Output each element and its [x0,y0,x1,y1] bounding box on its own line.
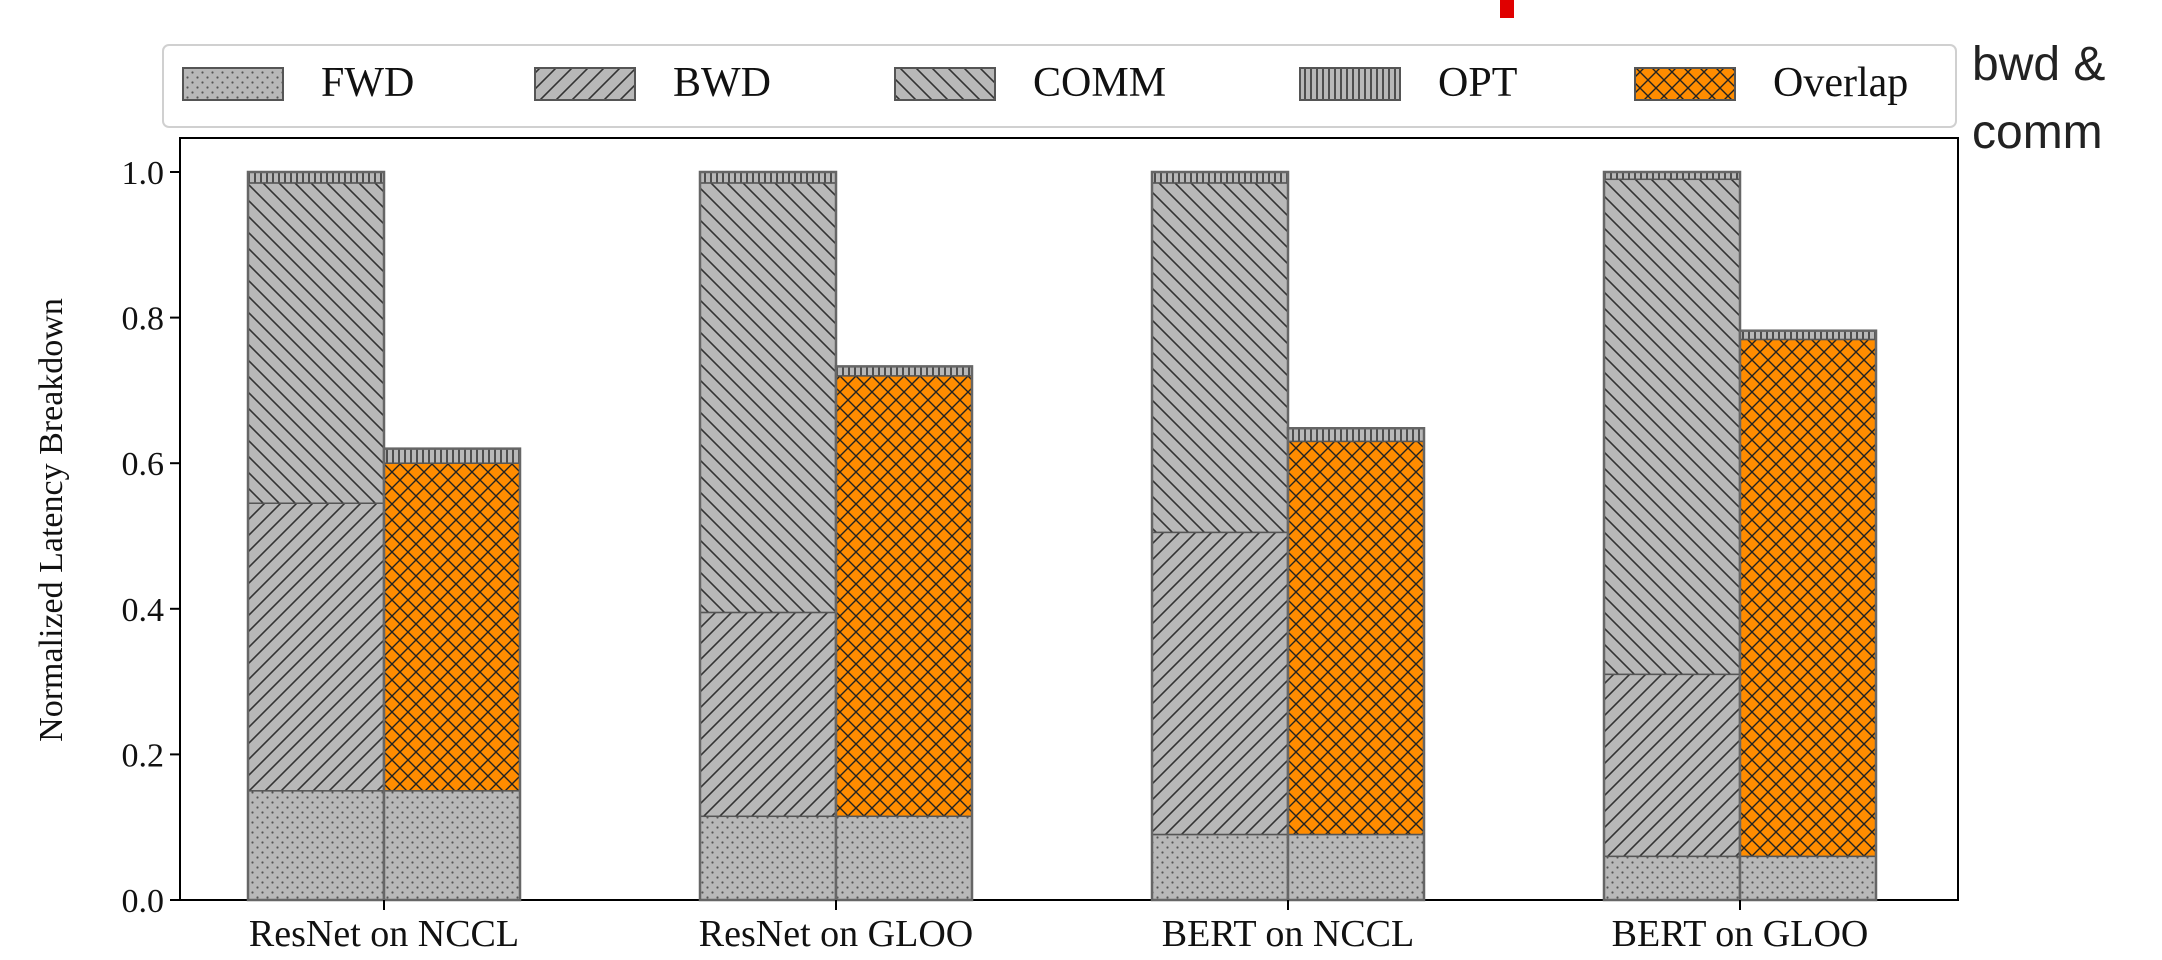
bar-overlapped-opt-1 [835,365,973,377]
bar-overlapped-opt-2 [1287,427,1425,443]
bar-sequential-opt-0 [247,171,385,184]
bar-overlapped-overlap-1 [835,375,973,818]
bar-sequential-fwd-3 [1603,855,1741,901]
bar-sequential-fwd-1 [699,815,837,901]
legend-label-overlap: Overlap [1773,60,1908,106]
bar-overlapped-overlap-2 [1287,440,1425,836]
bar-overlapped-fwd-2 [1287,833,1425,901]
x-axis-ticks: ResNet on NCCL ResNet on GLOO BERT on NCCL… [249,900,1868,955]
legend-label-opt: OPT [1438,60,1517,106]
bar-overlapped-fwd-0 [383,790,521,901]
bar-sequential-opt-2 [1151,171,1289,184]
x-tick-label: ResNet on GLOO [699,913,973,955]
bar-sequential-bwd-2 [1151,531,1289,836]
bar-sequential-fwd-0 [247,790,385,901]
y-tick-label: 1.0 [122,155,165,192]
bar-sequential-comm-2 [1151,182,1289,534]
legend-label-bwd: BWD [673,60,771,106]
annotation: bwd & comm [1972,38,2105,159]
bar-sequential-comm-3 [1603,178,1741,676]
bar-overlapped-outline-2 [1286,427,1426,902]
bar-sequential-comm-1 [699,182,837,614]
bar-sequential-comm-0 [247,182,385,504]
y-tick-label: 0.2 [122,737,165,774]
legend-swatch-fwd [182,67,284,101]
plot-frame [179,137,1959,901]
legend-swatch-comm [894,67,996,101]
bar-overlapped-opt-0 [383,447,521,464]
bar-sequential-bwd-3 [1603,673,1741,858]
bar-sequential-bwd-1 [699,611,837,818]
bar-overlapped-overlap-3 [1739,338,1877,858]
red-accent-mark [1500,0,1514,18]
bar-overlapped-outline-1 [834,365,974,902]
bar-overlapped-fwd-1 [835,815,973,901]
annotation-line-2: comm [1972,106,2103,159]
legend-items: FWD BWD COMM OPT Overlap [182,60,1908,106]
bar-overlapped-outline-3 [1738,329,1878,902]
bar-sequential-bwd-0 [247,502,385,792]
legend-swatch-bwd [534,67,636,101]
y-axis-ticks: 0.0 0.2 0.4 0.6 0.8 1.0 [122,155,180,920]
x-tick-label: BERT on GLOO [1612,913,1869,955]
bar-overlapped-fwd-3 [1739,855,1877,901]
bar-overlapped-outline-0 [382,447,522,902]
bar-sequential-fwd-2 [1151,833,1289,901]
legend-swatch-overlap [1634,67,1736,101]
y-tick-label: 0.6 [122,446,165,483]
x-tick-label: ResNet on NCCL [249,913,519,955]
legend-label-fwd: FWD [321,60,414,106]
legend-label-comm: COMM [1033,60,1166,106]
bar-sequential-opt-1 [699,171,837,184]
x-tick-label: BERT on NCCL [1162,913,1415,955]
bar-overlapped-overlap-0 [383,462,521,792]
y-tick-label: 0.8 [122,301,165,338]
y-axis-label: Normalized Latency Breakdown [33,298,70,742]
bars [246,170,1878,902]
y-tick-label: 0.4 [122,592,165,629]
legend-frame [162,44,1957,128]
bar-overlapped-opt-3 [1739,329,1877,341]
legend: FWD BWD COMM OPT Overlap [162,44,1957,128]
y-tick-label: 0.0 [122,883,165,920]
legend-swatch-opt [1299,67,1401,101]
annotation-line-1: bwd & [1972,38,2105,91]
